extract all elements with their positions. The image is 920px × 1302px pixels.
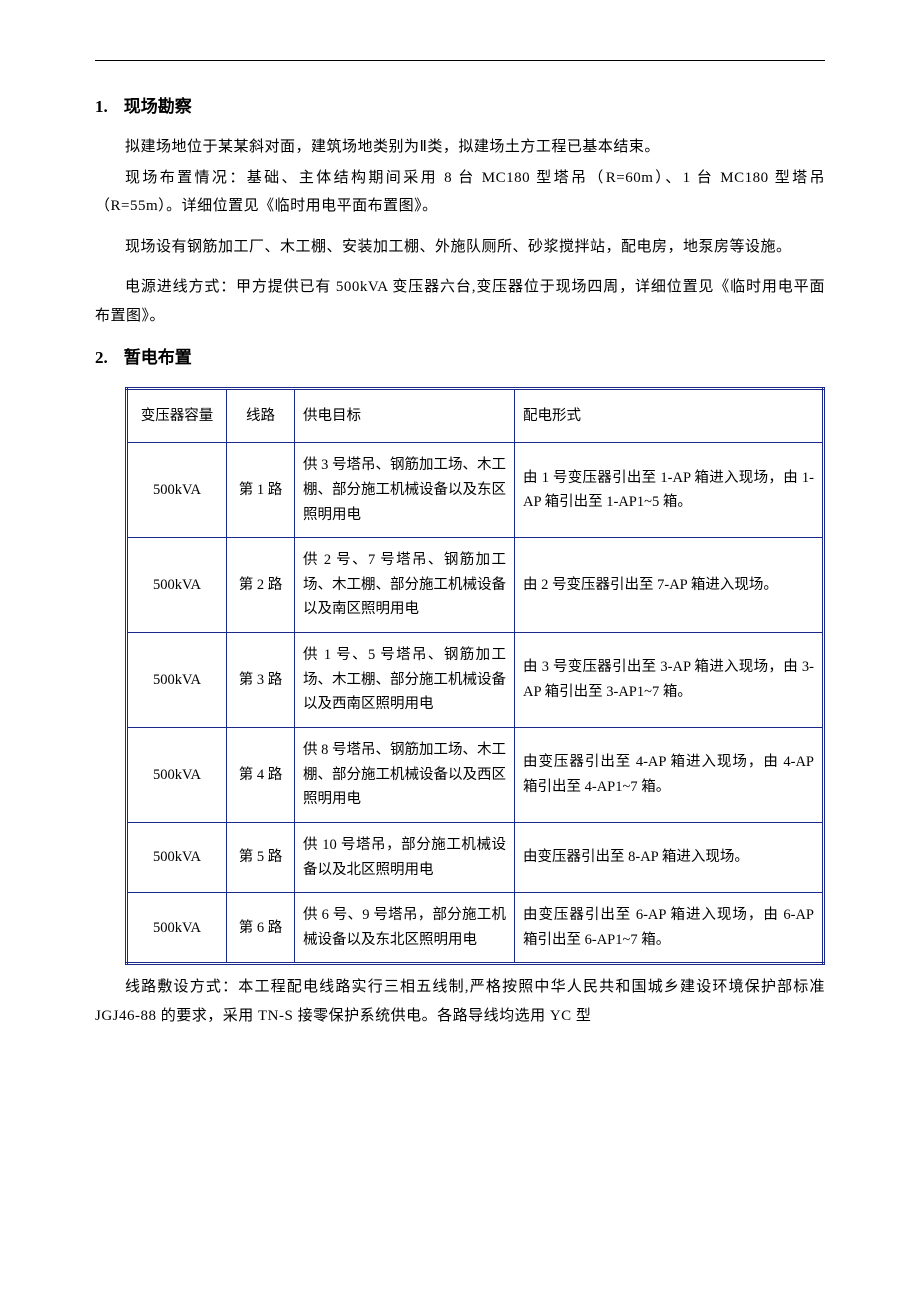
th-target: 供电目标 [295,388,515,443]
cell-target: 供 2 号、7 号塔吊、钢筋加工场、木工棚、部分施工机械设备以及南区照明用电 [295,538,515,633]
page-top-divider [95,60,825,61]
cell-form: 由变压器引出至 4-AP 箱进入现场，由 4-AP 箱引出至 4-AP1~7 箱… [515,728,824,823]
section-1-heading: 1. 现场勘察 [95,91,825,123]
cell-capacity: 500kVA [127,822,227,892]
section-1-p1: 拟建场地位于某某斜对面，建筑场地类别为Ⅱ类，拟建场土方工程已基本结束。 [95,133,825,162]
th-form: 配电形式 [515,388,824,443]
section-1-number: 1. [95,91,108,123]
cell-form: 由变压器引出至 6-AP 箱进入现场，由 6-AP 箱引出至 6-AP1~7 箱… [515,893,824,964]
cell-capacity: 500kVA [127,538,227,633]
table-row: 500kVA 第 1 路 供 3 号塔吊、钢筋加工场、木工棚、部分施工机械设备以… [127,443,824,538]
section-2-number: 2. [95,342,108,374]
section-1-p2: 现场布置情况：基础、主体结构期间采用 8 台 MC180 型塔吊（R=60m）、… [95,164,825,221]
cell-route: 第 4 路 [227,728,295,823]
cell-route: 第 2 路 [227,538,295,633]
section-2-p-after: 线路敷设方式：本工程配电线路实行三相五线制,严格按照中华人民共和国城乡建设环境保… [95,973,825,1030]
power-table-wrap: 变压器容量 线路 供电目标 配电形式 500kVA 第 1 路 供 3 号塔吊、… [125,387,825,966]
table-header-row: 变压器容量 线路 供电目标 配电形式 [127,388,824,443]
section-1-p3: 现场设有钢筋加工厂、木工棚、安装加工棚、外施队厕所、砂浆搅拌站，配电房，地泵房等… [95,233,825,262]
cell-capacity: 500kVA [127,633,227,728]
table-row: 500kVA 第 2 路 供 2 号、7 号塔吊、钢筋加工场、木工棚、部分施工机… [127,538,824,633]
cell-form: 由 3 号变压器引出至 3-AP 箱进入现场，由 3-AP 箱引出至 3-AP1… [515,633,824,728]
cell-route: 第 5 路 [227,822,295,892]
cell-route: 第 3 路 [227,633,295,728]
section-1-title: 现场勘察 [124,91,192,123]
cell-capacity: 500kVA [127,893,227,964]
cell-form: 由 2 号变压器引出至 7-AP 箱进入现场。 [515,538,824,633]
cell-form: 由变压器引出至 8-AP 箱进入现场。 [515,822,824,892]
cell-target: 供 10 号塔吊，部分施工机械设备以及北区照明用电 [295,822,515,892]
cell-capacity: 500kVA [127,443,227,538]
section-2-title: 暂电布置 [124,342,192,374]
section-2-heading: 2. 暂电布置 [95,342,825,374]
cell-target: 供 3 号塔吊、钢筋加工场、木工棚、部分施工机械设备以及东区照明用电 [295,443,515,538]
table-row: 500kVA 第 6 路 供 6 号、9 号塔吊，部分施工机械设备以及东北区照明… [127,893,824,964]
section-1-p4: 电源进线方式：甲方提供已有 500kVA 变压器六台,变压器位于现场四周，详细位… [95,273,825,330]
table-body: 500kVA 第 1 路 供 3 号塔吊、钢筋加工场、木工棚、部分施工机械设备以… [127,443,824,964]
table-row: 500kVA 第 5 路 供 10 号塔吊，部分施工机械设备以及北区照明用电 由… [127,822,824,892]
cell-target: 供 1 号、5 号塔吊、钢筋加工场、木工棚、部分施工机械设备以及西南区照明用电 [295,633,515,728]
cell-capacity: 500kVA [127,728,227,823]
cell-form: 由 1 号变压器引出至 1-AP 箱进入现场，由 1-AP 箱引出至 1-AP1… [515,443,824,538]
cell-route: 第 6 路 [227,893,295,964]
th-route: 线路 [227,388,295,443]
table-row: 500kVA 第 3 路 供 1 号、5 号塔吊、钢筋加工场、木工棚、部分施工机… [127,633,824,728]
table-row: 500kVA 第 4 路 供 8 号塔吊、钢筋加工场、木工棚、部分施工机械设备以… [127,728,824,823]
th-capacity: 变压器容量 [127,388,227,443]
cell-target: 供 8 号塔吊、钢筋加工场、木工棚、部分施工机械设备以及西区照明用电 [295,728,515,823]
cell-route: 第 1 路 [227,443,295,538]
power-layout-table: 变压器容量 线路 供电目标 配电形式 500kVA 第 1 路 供 3 号塔吊、… [125,387,825,966]
cell-target: 供 6 号、9 号塔吊，部分施工机械设备以及东北区照明用电 [295,893,515,964]
